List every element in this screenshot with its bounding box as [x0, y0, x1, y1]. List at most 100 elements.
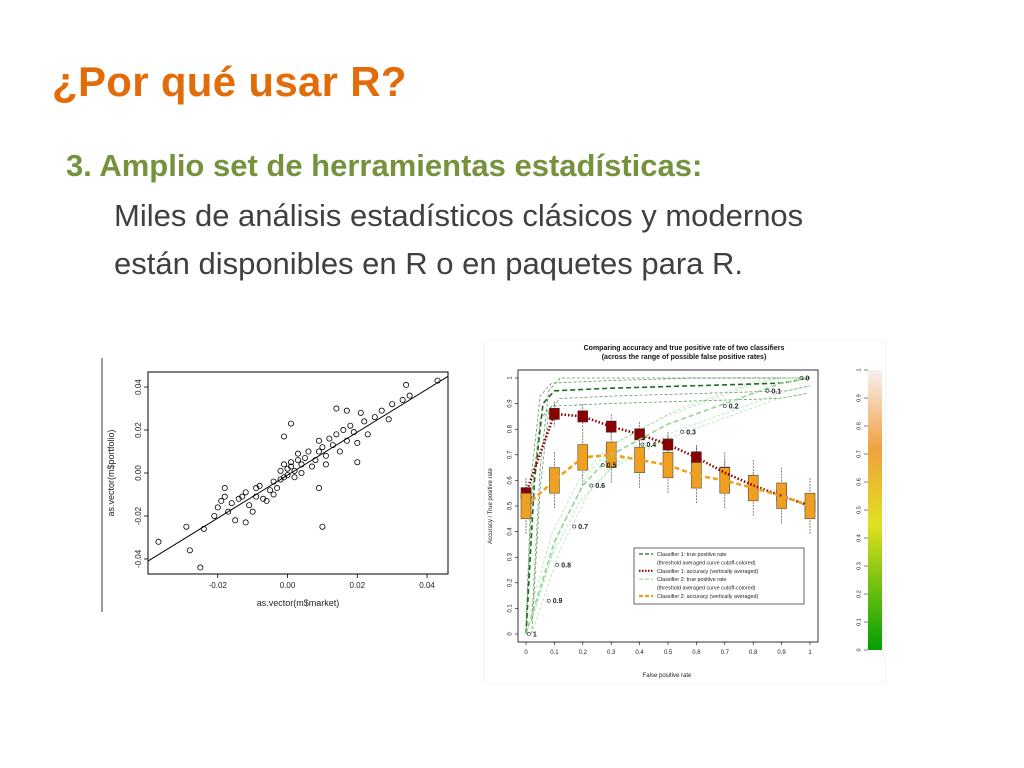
- scatter-point: [221, 493, 228, 500]
- colorbar-tick-label: 0.2: [856, 590, 862, 598]
- cutoff-label: 0.7: [578, 524, 588, 531]
- scatter-point: [312, 457, 319, 464]
- scatter-point: [294, 457, 301, 464]
- scatter-point: [225, 508, 232, 515]
- scatter-y-tick-label: -0.02: [134, 506, 143, 525]
- scatter-plot: -0.02 0.00 0.02 0.04-0.04-0.020.000.020.04 …: [100, 356, 452, 614]
- roc-x-tick-label: 0.2: [579, 650, 588, 656]
- scatter-point: [253, 493, 260, 500]
- scatter-point: [357, 409, 364, 416]
- roc-x-tick-label: 0.5: [664, 650, 673, 656]
- scatter-x-tick-label: -0.02: [209, 581, 228, 590]
- scatter-point: [354, 459, 361, 466]
- scatter-point: [298, 461, 305, 468]
- body-line-1: Miles de análisis estadísticos clásicos …: [114, 198, 804, 233]
- scatter-point: [183, 523, 190, 530]
- scatter-point: [326, 435, 333, 442]
- scatter-point: [288, 463, 295, 470]
- scatter-y-tick-label: 0.04: [134, 379, 143, 395]
- cutoff-point: [526, 632, 531, 636]
- scatter-point: [336, 448, 343, 455]
- roc-x-tick-label: 0: [524, 650, 528, 656]
- cutoff-point: [722, 404, 727, 409]
- scatter-point: [281, 433, 288, 440]
- cutoff-label: 0.9: [553, 598, 563, 605]
- roc-y-tick-label: 0.7: [508, 450, 514, 459]
- cutoff-label: 0.6: [595, 483, 605, 490]
- scatter-regression-line: [147, 375, 449, 562]
- roc-x-tick-label: 0.3: [607, 650, 616, 656]
- scatter-point: [291, 474, 298, 481]
- roc-y-axis-label: Accuracy / True positive rate: [488, 467, 494, 543]
- cutoff-point: [640, 442, 645, 447]
- scatter-point: [256, 482, 263, 489]
- scatter-point: [406, 392, 413, 399]
- scatter-x-axis-label: as.vector(m$market): [257, 598, 340, 608]
- scatter-x-tick-label: 0.04: [419, 581, 435, 590]
- cutoff-point: [600, 463, 605, 467]
- point-heading: 3. Amplio set de herramientas estadístic…: [66, 148, 703, 183]
- slide-title: ¿Por qué usar R?: [52, 58, 407, 105]
- roc-y-tick-label: 0.2: [508, 578, 514, 587]
- scatter-point: [333, 431, 340, 438]
- roc-x-tick-label: 0.1: [550, 650, 559, 656]
- roc-y-tick-label: 0.6: [508, 476, 514, 485]
- scatter-point: [155, 538, 162, 545]
- colorbar-tick-label: 1: [856, 368, 862, 371]
- roc-x-tick-label: 0.9: [777, 650, 786, 656]
- scatter-point: [434, 377, 441, 384]
- scatter-point: [322, 452, 329, 459]
- series-line: [525, 377, 811, 635]
- scatter-point: [315, 448, 322, 455]
- scatter-point: [267, 487, 274, 494]
- scatter-point: [281, 461, 288, 468]
- roc-x-tick-label: 0.7: [721, 650, 730, 656]
- scatter-point: [329, 442, 336, 449]
- roc-x-tick-label: 0.4: [635, 650, 644, 656]
- cutoff-label: 1: [533, 632, 537, 639]
- scatter-point: [354, 439, 361, 446]
- scatter-point: [288, 459, 295, 466]
- cutoff-point: [555, 562, 560, 567]
- roc-chart-title: Comparing accuracy and true positive rat…: [584, 345, 785, 352]
- scatter-point: [371, 414, 378, 421]
- scatter-point: [315, 437, 322, 444]
- roc-y-tick-label: 0: [508, 632, 514, 636]
- scatter-point: [361, 418, 368, 425]
- roc-accuracy-chart: Comparing accuracy and true positive rat…: [484, 340, 886, 684]
- series-line: [525, 377, 811, 635]
- legend-entry: (threshold averaged curve cutoff-colored…: [657, 560, 756, 566]
- scatter-point: [399, 396, 406, 403]
- boxplot-box: [549, 467, 560, 494]
- colorbar-tick-label: 0.8: [856, 422, 862, 430]
- scatter-point: [301, 454, 308, 461]
- colorbar-tick-label: 0.9: [856, 394, 862, 402]
- colorbar-tick-label: 0.1: [856, 618, 862, 626]
- scatter-point: [298, 470, 305, 477]
- tpr-run-curve: [531, 385, 811, 635]
- roc-x-tick-label: 1: [808, 650, 812, 656]
- scatter-point: [218, 497, 225, 504]
- scatter-point: [197, 564, 204, 571]
- roc-x-tick-label: 0.8: [749, 650, 758, 656]
- scatter-point: [364, 431, 371, 438]
- scatter-x-tick-label: 0.02: [350, 581, 366, 590]
- legend-entry: (threshold averaged curve cutoff-colored…: [657, 586, 756, 592]
- scatter-point: [322, 461, 329, 468]
- roc-y-tick-label: 0.5: [508, 501, 514, 510]
- cutoff-label: 0.3: [686, 429, 696, 436]
- scatter-point: [403, 381, 410, 388]
- cutoff-point: [589, 483, 594, 488]
- scatter-point: [263, 497, 270, 504]
- body-line-2: están disponibles en R o en paquetes par…: [114, 246, 744, 281]
- scatter-y-axis-label: as.vector(m$portfolio): [106, 429, 116, 516]
- scatter-y-tick-label: 0.00: [134, 465, 143, 481]
- roc-x-axis-label: False positive rate: [643, 673, 692, 679]
- scatter-x-tick-label: 0.00: [280, 581, 296, 590]
- roc-x-tick-label: 0.6: [692, 650, 701, 656]
- scatter-point: [277, 467, 284, 474]
- scatter-point: [288, 420, 295, 427]
- scatter-point: [333, 405, 340, 412]
- roc-y-tick-label: 0.3: [508, 552, 514, 561]
- scatter-point: [239, 493, 246, 500]
